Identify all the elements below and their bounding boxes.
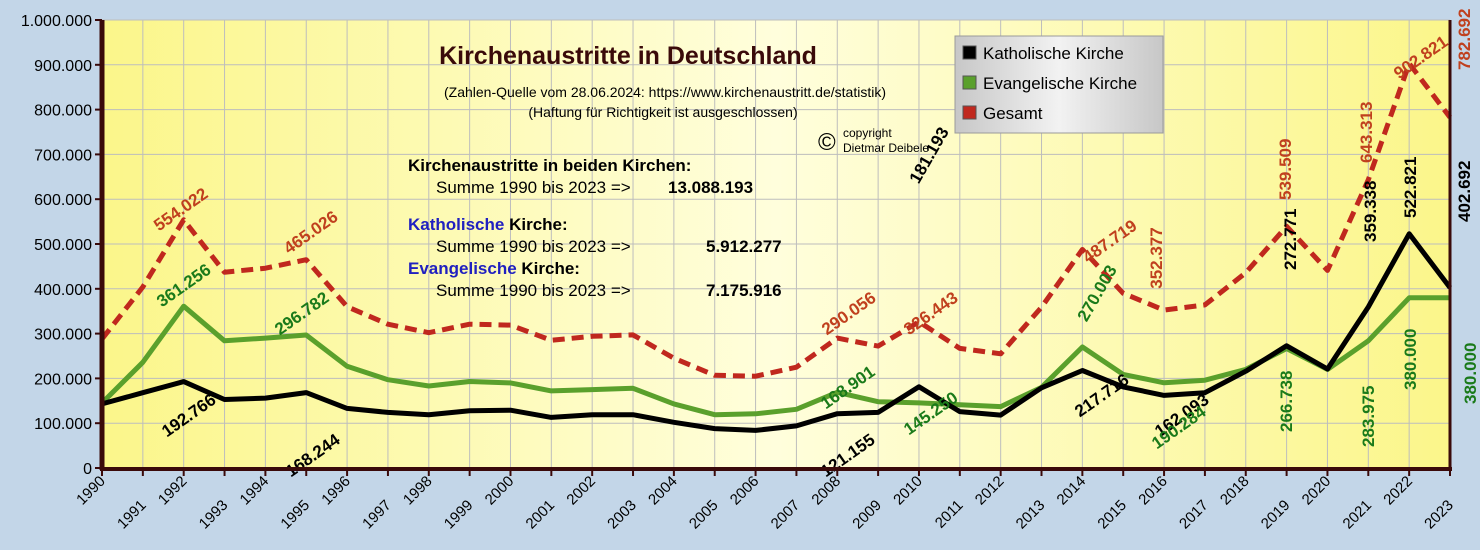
x-tick-label: 2018 [1217,473,1253,509]
data-label: 359.338 [1361,181,1380,242]
summary-kath-suffix: Kirche: [504,215,567,234]
x-tick-label: 2014 [1054,473,1090,509]
x-tick-label: 2019 [1258,497,1294,533]
x-tick-label: 1996 [318,473,354,509]
summary-kath-value: 5.912.277 [706,237,782,256]
x-tick-label: 2011 [932,497,967,532]
series-line-evangelische-kirche [100,295,1450,418]
x-tick-label: 2000 [482,473,518,509]
data-label: 380.000 [1401,329,1420,390]
summary-both-heading: Kirchenaustritte in beiden Kirchen: [408,156,691,175]
data-label: 522.821 [1401,157,1420,218]
y-tick-label: 200.000 [34,371,92,388]
copyright-line2: Dietmar Deibele [843,141,929,155]
y-axis-ticks: 0 100.000 200.000 300.000 400.000 500.000 600.… [21,13,102,478]
series-line-gesamt [100,61,1452,379]
chart-disclaimer: (Haftung für Richtigkeit ist ausgeschlos… [528,104,797,120]
summary-evang-suffix: Kirche: [517,259,580,278]
y-tick-label: 800.000 [34,103,92,120]
chart-subtitle: (Zahlen-Quelle vom 28.06.2024: https://w… [444,84,886,100]
legend-swatch-evangelisch [962,75,977,90]
x-tick-label: 1994 [237,473,273,509]
data-label: 643.313 [1357,102,1376,163]
x-tick-label: 2013 [1013,497,1049,533]
x-tick-label: 1990 [73,473,109,509]
x-tick-label: 2003 [604,497,640,533]
data-label: 272.771 [1281,209,1300,270]
x-tick-label: 2012 [972,473,1008,509]
summary-evang-value: 7.175.916 [706,281,782,300]
summary-both-value: 13.088.193 [668,178,753,197]
data-label: 782.692 [1455,9,1474,70]
x-tick-label: 2006 [727,473,763,509]
y-tick-label: 400.000 [34,282,92,299]
data-label: 283.975 [1359,386,1378,447]
x-tick-label: 2020 [1299,473,1335,509]
y-tick-label: 600.000 [34,192,92,209]
x-tick-label: 2007 [768,497,804,533]
series-line-katholische-kirche [101,231,1452,433]
legend-swatch-katholisch [962,45,977,60]
x-tick-label: 2017 [1176,497,1212,533]
x-tick-label: 2023 [1421,497,1457,533]
chart-title: Kirchenaustritte in Deutschland [439,42,817,70]
data-label: 352.377 [1147,227,1166,288]
summary-kath-name: Katholische [408,215,504,234]
copyright-symbol: © [818,129,836,156]
x-tick-label: 1993 [196,497,232,533]
x-tick-label: 1995 [277,497,313,533]
x-tick-label: 2001 [523,497,559,533]
x-tick-label: 2016 [1135,473,1171,509]
x-tick-label: 2022 [1380,473,1416,509]
y-tick-label: 1.000.000 [21,13,92,30]
y-tick-label: 300.000 [34,327,92,344]
data-label: 380.000 [1461,343,1480,404]
series-lines [100,61,1452,433]
y-tick-label: 100.000 [34,416,92,433]
data-label: 539.509 [1276,139,1295,200]
summary-kath-label: Summe 1990 bis 2023 => [436,237,631,256]
copyright-line1: copyright [843,126,892,140]
legend: Katholische Kirche Evangelische Kirche G… [954,35,1164,134]
x-tick-label: 1999 [441,497,477,533]
x-tick-label: 2002 [563,473,599,509]
legend-label-gesamt: Gesamt [983,104,1043,123]
x-axis-ticks: 1990199119921993199419951996199719981999… [73,469,1457,532]
summary-evang-heading: Evangelische Kirche: [408,259,580,278]
y-tick-label: 500.000 [34,237,92,254]
y-tick-label: 900.000 [34,58,92,75]
summary-kath-heading: Katholische Kirche: [408,215,568,234]
x-tick-label: 2005 [686,497,722,533]
summary-block: Kirchenaustritte in beiden Kirchen: Summ… [408,156,782,300]
x-tick-label: 2009 [849,497,885,533]
x-tick-label: 1991 [114,497,150,533]
legend-label-katholisch: Katholische Kirche [983,44,1124,63]
summary-evang-label: Summe 1990 bis 2023 => [436,281,631,300]
legend-box [954,35,1164,134]
x-tick-label: 2004 [645,473,681,509]
x-tick-label: 1998 [400,473,436,509]
y-tick-label: 0 [83,461,92,478]
data-label: 266.738 [1277,371,1296,432]
y-tick-label: 700.000 [34,147,92,164]
legend-label-evangelisch: Evangelische Kirche [983,74,1137,93]
legend-swatch-gesamt [962,105,977,120]
x-tick-label: 2021 [1340,497,1376,533]
x-tick-label: 2010 [890,473,926,509]
x-tick-label: 2015 [1094,497,1130,533]
summary-both-label: Summe 1990 bis 2023 => [436,178,631,197]
x-tick-label: 1992 [155,473,191,509]
summary-evang-name: Evangelische [408,259,517,278]
data-label: 402.692 [1455,161,1474,222]
x-tick-label: 1997 [359,497,395,533]
